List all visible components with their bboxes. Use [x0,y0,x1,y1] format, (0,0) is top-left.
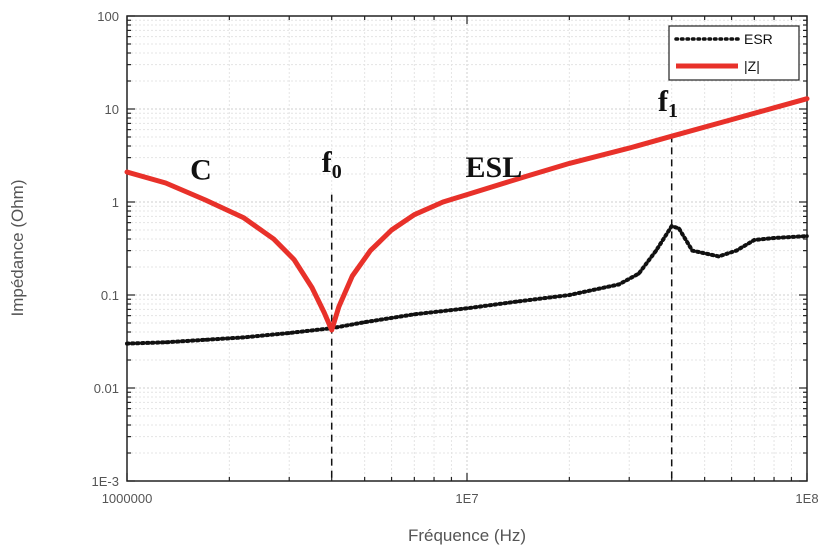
annotation-f0: f0 [322,146,342,183]
annotations: C ESL f0 f1 [190,85,678,186]
legend: ESR |Z| [668,25,800,81]
data-point-esr [412,312,417,317]
series-line-esr [125,224,809,346]
x-axis-title: Fréquence (Hz) [408,526,526,545]
series [124,96,810,346]
y-axis-title: Impédance (Ohm) [8,180,27,317]
y-tick-label: 100 [97,9,119,24]
x-tick-label: 1E8 [795,491,818,506]
data-point-esr [163,340,168,345]
x-tick-label: 1E7 [455,491,478,506]
data-point-esr [125,341,129,346]
data-point-esr [772,236,776,240]
data-point-esr [567,293,572,297]
legend-label-esr: ESR [744,31,773,47]
annotation-c: C [190,153,212,186]
data-point-esr [654,248,658,253]
y-tick-label: 10 [105,102,119,117]
legend-label-z: |Z| [744,58,760,74]
data-point-esr [752,238,757,242]
data-point-esr [677,226,681,231]
y-tick-label: 1 [112,195,119,210]
data-point-esr [203,337,208,342]
annotation-esl: ESL [466,151,523,184]
data-point-esr [690,248,695,253]
y-tick-label: 0.01 [94,381,119,396]
data-point-esr [636,271,641,276]
data-point-esr [514,299,519,304]
axis-ticks: 1000000 1E7 1E8 100 10 1 0.1 0.01 1E-3 [92,9,819,506]
legend-box [668,25,800,81]
y-tick-label: 1E-3 [92,474,119,489]
y-tick-label: 0.1 [101,288,119,303]
data-point-esr [716,254,721,259]
data-point-esr [669,224,674,228]
annotation-f1: f1 [658,85,678,122]
data-point-esr [805,234,809,238]
marker-lines [330,135,673,481]
data-point-esr [241,335,246,340]
x-tick-label: 1000000 [102,491,153,506]
data-point-esr [362,320,367,324]
data-point-esr [287,331,292,335]
data-point-esr [465,306,469,311]
data-point-esr [617,282,621,287]
data-point-esr [734,248,739,253]
